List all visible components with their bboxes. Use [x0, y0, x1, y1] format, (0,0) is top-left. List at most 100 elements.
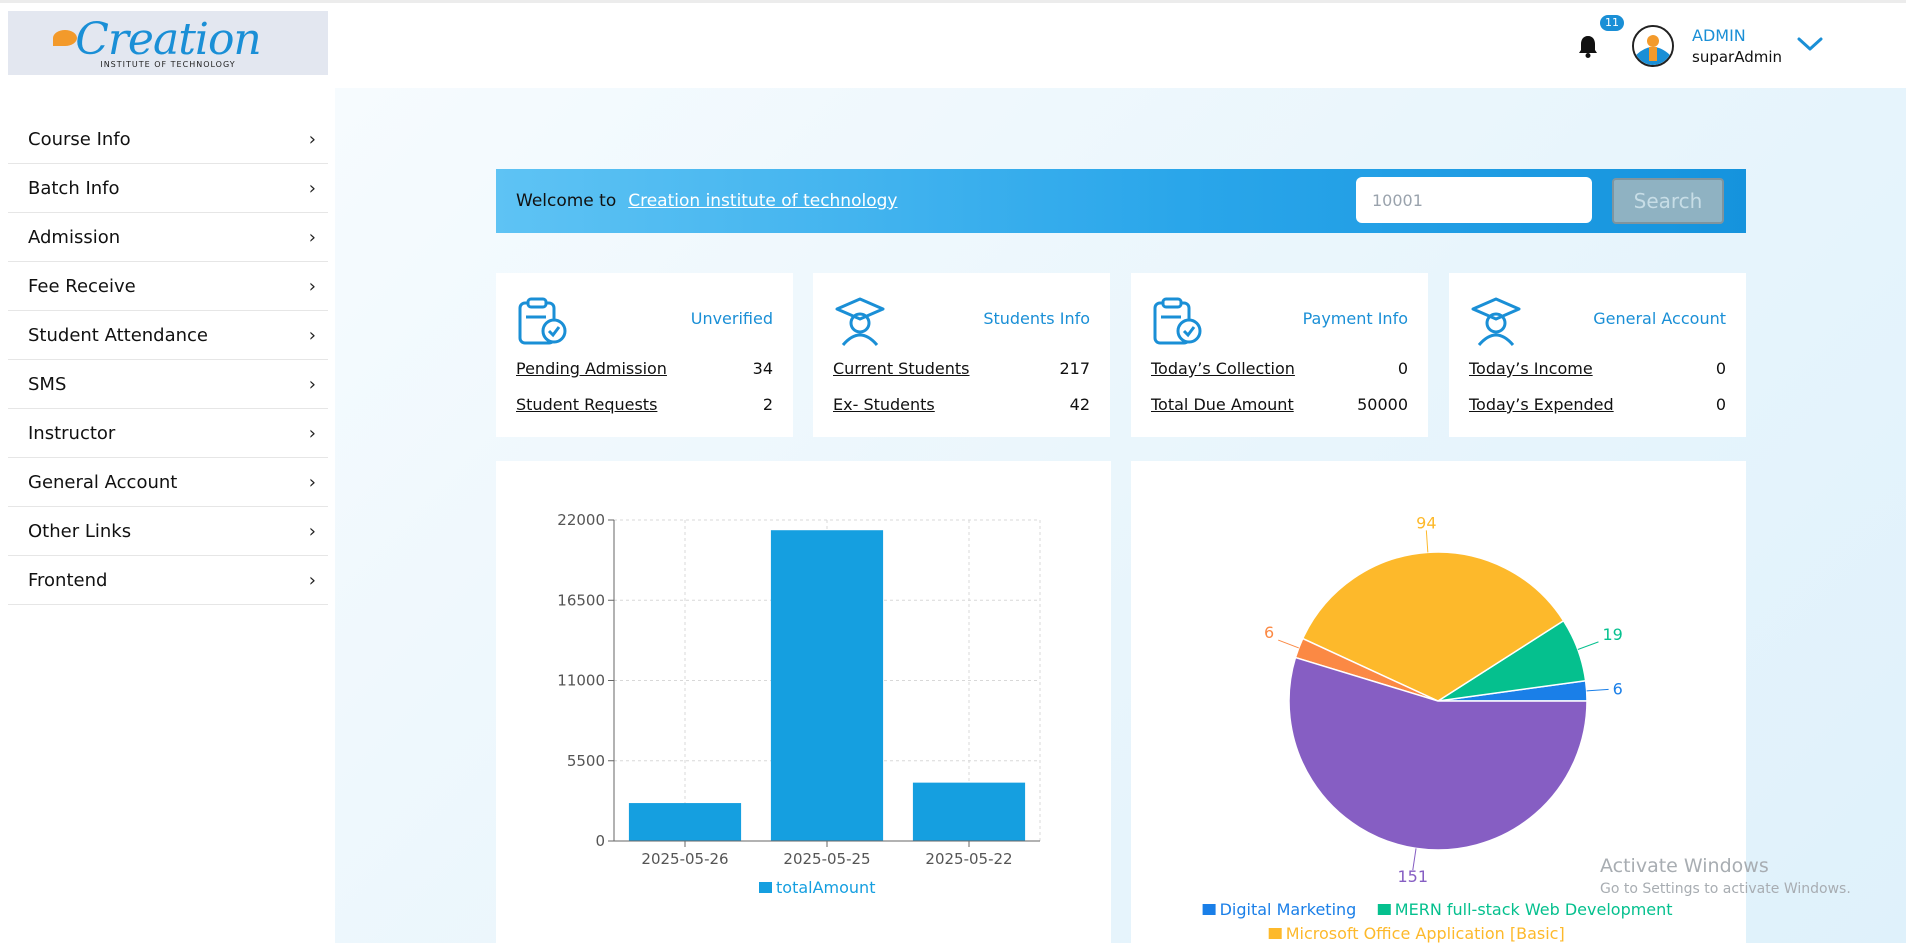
sidebar-item-instructor[interactable]: Instructor ›	[8, 409, 328, 458]
card-payment-info: Payment Info Today’s Collection 0 Total D…	[1131, 273, 1428, 437]
user-name: suparAdmin	[1692, 48, 1783, 66]
notification-badge: 11	[1600, 15, 1624, 31]
card-row: Current Students 217	[833, 359, 1090, 378]
card-general-account: General Account Today’s Income 0 Today’s …	[1449, 273, 1746, 437]
x-tick-label: 2025-05-26	[641, 850, 728, 868]
sidebar-item-admission[interactable]: Admission ›	[8, 213, 328, 262]
sidebar-item-fee-receive[interactable]: Fee Receive ›	[8, 262, 328, 311]
chevron-right-icon: ›	[308, 275, 316, 297]
card-row: Total Due Amount 50000	[1151, 395, 1408, 414]
card-title: Payment Info	[1302, 309, 1408, 328]
y-tick-label: 22000	[557, 511, 605, 529]
sidebar-item-label: Course Info	[28, 128, 131, 150]
chevron-right-icon: ›	[308, 422, 316, 444]
pie-value-label: 151	[1398, 867, 1429, 886]
card-value: 50000	[1357, 395, 1408, 414]
todays-collection-link[interactable]: Today’s Collection	[1151, 359, 1295, 378]
pie-leader-line	[1586, 688, 1609, 692]
y-tick-label: 5500	[567, 752, 605, 770]
card-value: 34	[752, 359, 773, 378]
pie-slice	[1301, 551, 1565, 702]
pie-leader-line	[1577, 641, 1599, 650]
chevron-right-icon: ›	[308, 520, 316, 542]
clipboard-check-icon	[1153, 297, 1202, 345]
card-value: 2	[762, 395, 773, 414]
card-unverified: Unverified Pending Admission 34 Student R…	[496, 273, 793, 437]
bar-2025-05-26	[628, 803, 742, 841]
logo-tagline: INSTITUTE OF TECHNOLOGY	[100, 59, 236, 69]
pie-chart-panel: 6 19 94 6 151 Digital Marketing MERN full-stac…	[1131, 461, 1746, 943]
watermark-title: Activate Windows	[1600, 855, 1769, 877]
legend-swatch	[1268, 928, 1282, 939]
sidebar-item-batch-info[interactable]: Batch Info ›	[8, 164, 328, 213]
pie-value-label: 6	[1613, 679, 1623, 698]
x-tick-label: 2025-05-25	[783, 850, 870, 868]
chevron-right-icon: ›	[308, 226, 316, 248]
chevron-down-icon[interactable]	[1796, 34, 1824, 54]
avatar-image	[1634, 27, 1672, 65]
pie-slice	[1288, 656, 1588, 851]
chevron-right-icon: ›	[308, 471, 316, 493]
card-title: Unverified	[690, 309, 773, 328]
sidebar-item-label: Other Links	[28, 520, 132, 542]
windows-watermark: Activate Windows Go to Settings to activ…	[1600, 855, 1851, 897]
sidebar-menu: Course Info › Batch Info › Admission › Fee …	[8, 115, 328, 605]
y-tick-label: 0	[595, 832, 605, 850]
search-input[interactable]	[1356, 177, 1592, 223]
watermark-subtitle: Go to Settings to activate Windows.	[1600, 881, 1851, 897]
card-value: 42	[1069, 395, 1090, 414]
avatar[interactable]	[1632, 25, 1674, 67]
search-button[interactable]: Search	[1612, 178, 1724, 224]
chevron-right-icon: ›	[308, 177, 316, 199]
card-row: Student Requests 2	[516, 395, 773, 414]
legend-label: Digital Marketing	[1220, 900, 1357, 919]
legend-label: MERN full-stack Web Development	[1395, 900, 1673, 919]
current-students-link[interactable]: Current Students	[833, 359, 970, 378]
sidebar-item-label: Instructor	[28, 422, 116, 444]
card-row: Pending Admission 34	[516, 359, 773, 378]
sidebar-item-course-info[interactable]: Course Info ›	[8, 115, 328, 164]
legend-swatch	[1377, 904, 1391, 915]
logo[interactable]: Creation INSTITUTE OF TECHNOLOGY	[8, 11, 328, 75]
card-students-info: Students Info Current Students 217 Ex- St…	[813, 273, 1110, 437]
card-value: 0	[1397, 359, 1408, 378]
sidebar-item-student-attendance[interactable]: Student Attendance ›	[8, 311, 328, 360]
sidebar-item-label: SMS	[28, 373, 67, 395]
pending-admission-link[interactable]: Pending Admission	[516, 359, 667, 378]
sidebar-item-sms[interactable]: SMS ›	[8, 360, 328, 409]
student-requests-link[interactable]: Student Requests	[516, 395, 658, 414]
sidebar-item-label: General Account	[28, 471, 178, 493]
card-row: Today’s Collection 0	[1151, 359, 1408, 378]
bar-2025-05-22	[912, 782, 1026, 841]
pie-chart: 6 19 94 6 151 Digital Marketing MERN full-stac…	[1202, 513, 1673, 943]
todays-income-link[interactable]: Today’s Income	[1469, 359, 1593, 378]
card-title: Students Info	[983, 309, 1090, 328]
bar-chart-panel: 0 5500 11000 16500 22000 2025-05-26 2025-05-25…	[496, 461, 1111, 943]
bell-icon[interactable]	[1577, 34, 1599, 58]
total-due-amount-link[interactable]: Total Due Amount	[1151, 395, 1294, 414]
sidebar-item-frontend[interactable]: Frontend ›	[8, 556, 328, 605]
todays-expended-link[interactable]: Today’s Expended	[1469, 395, 1614, 414]
chevron-right-icon: ›	[308, 128, 316, 150]
card-row: Ex- Students 42	[833, 395, 1090, 414]
legend-swatch	[1202, 904, 1216, 915]
sidebar-item-other-links[interactable]: Other Links ›	[8, 507, 328, 556]
sidebar: Creation INSTITUTE OF TECHNOLOGY Course …	[0, 3, 335, 943]
legend-swatch	[759, 882, 772, 893]
card-value: 0	[1715, 359, 1726, 378]
chevron-right-icon: ›	[308, 569, 316, 591]
card-value: 0	[1715, 395, 1726, 414]
bar-2025-05-25	[770, 530, 884, 841]
sidebar-item-general-account[interactable]: General Account ›	[8, 458, 328, 507]
pie-leader-line	[1412, 848, 1417, 871]
institute-link[interactable]: Creation institute of technology	[628, 191, 898, 211]
sidebar-item-label: Student Attendance	[28, 324, 209, 346]
logo-wordmark: Creation	[53, 13, 262, 65]
pie-value-label: 19	[1602, 625, 1622, 644]
legend-label: totalAmount	[776, 878, 875, 897]
pie-leader-line	[1425, 530, 1429, 553]
card-title: General Account	[1593, 309, 1726, 328]
chevron-right-icon: ›	[308, 373, 316, 395]
clipboard-check-icon	[518, 297, 567, 345]
ex-students-link[interactable]: Ex- Students	[833, 395, 935, 414]
